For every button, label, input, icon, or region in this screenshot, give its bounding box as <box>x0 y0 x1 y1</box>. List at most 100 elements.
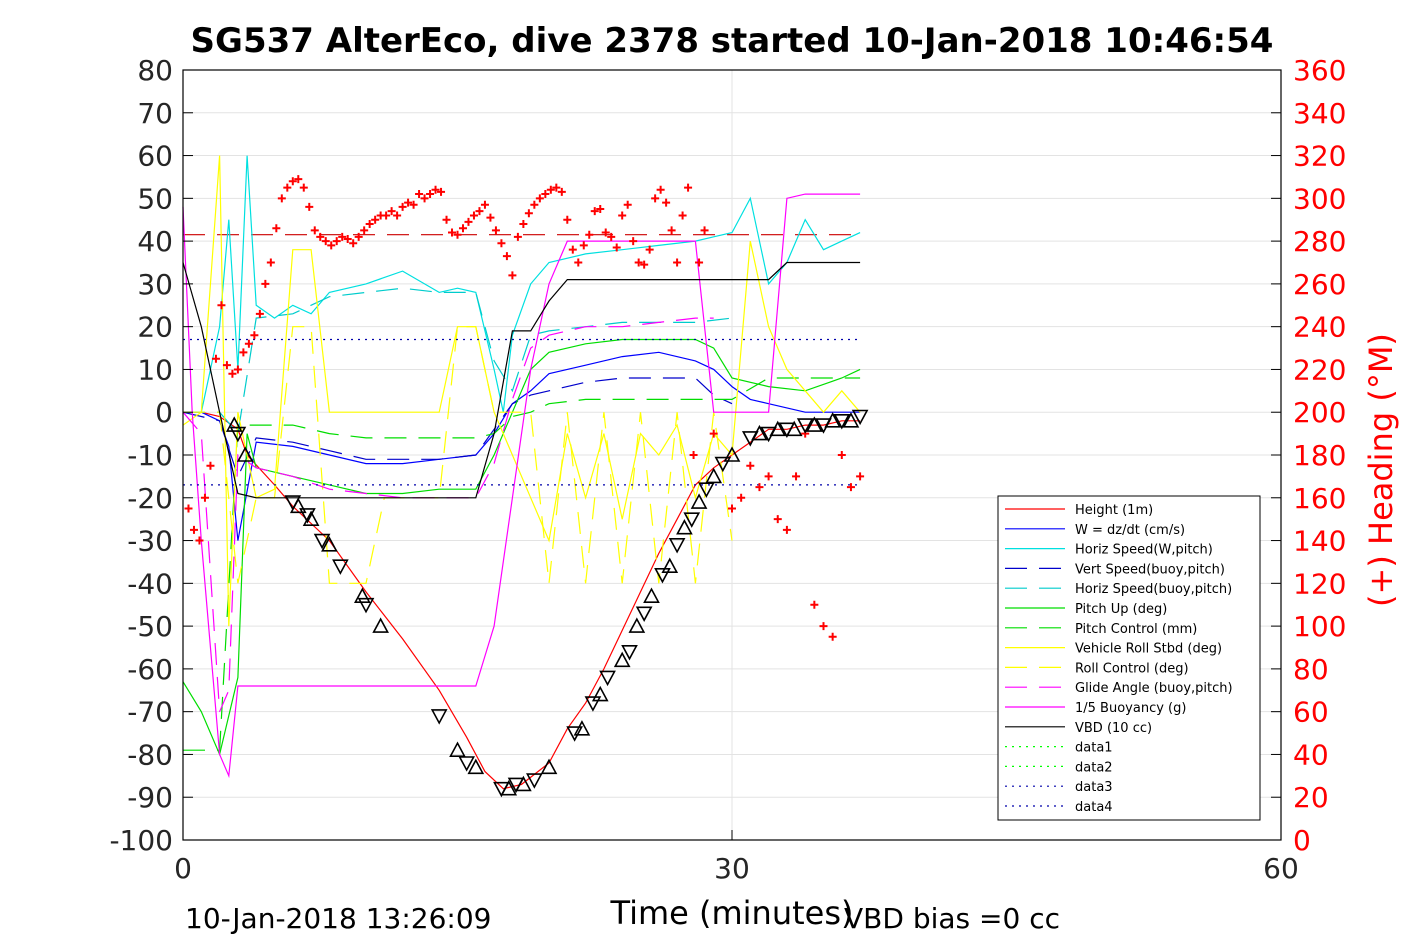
legend: Height (1m) W = dz/dt (cm/s) Horiz Speed(W… <box>997 495 1261 821</box>
heading-point <box>404 198 413 207</box>
legend-label: VBD (10 cc) <box>1075 721 1152 736</box>
heading-point <box>737 493 746 502</box>
heading-point <box>486 213 495 222</box>
legend-label: Height (1m) <box>1075 503 1153 518</box>
y-tick-label: 10 <box>137 353 173 386</box>
right-y-tick-label: 0 <box>1293 824 1311 857</box>
heading-point <box>398 202 407 211</box>
triangle-marker <box>785 420 803 437</box>
heading-point <box>568 245 577 254</box>
heading-point <box>437 187 446 196</box>
heading-point <box>283 183 292 192</box>
legend-label: data1 <box>1075 741 1113 756</box>
triangle-marker <box>302 510 320 526</box>
right-y-tick-label: 140 <box>1293 525 1346 558</box>
right-y-tick-label: 320 <box>1293 140 1346 173</box>
y-tick-label: -50 <box>127 610 173 643</box>
heading-point <box>458 224 467 233</box>
triangle-marker <box>449 741 466 757</box>
heading-point <box>709 429 718 438</box>
heading-point <box>837 451 846 459</box>
triangle-marker <box>599 670 616 687</box>
heading-point <box>420 194 429 203</box>
right-y-tick-label: 20 <box>1293 781 1329 814</box>
series-line <box>182 193 861 779</box>
heading-point <box>590 207 599 216</box>
heading-point <box>266 258 275 267</box>
triangle-marker <box>584 696 602 712</box>
triangle-marker <box>676 519 693 535</box>
y-tick-label: 80 <box>137 54 173 87</box>
heading-point <box>277 194 286 203</box>
heading-point <box>272 224 281 233</box>
heading-point <box>634 258 643 267</box>
y-tick-label: -60 <box>127 653 173 686</box>
heading-point <box>782 525 791 534</box>
heading-point <box>189 525 198 534</box>
heading-point <box>546 185 555 194</box>
triangle-marker <box>661 557 679 574</box>
right-axis-label: (+) Heading (°M) <box>1362 333 1400 607</box>
right-y-tick-label: 180 <box>1293 439 1346 472</box>
heading-point <box>343 234 352 243</box>
heading-point <box>502 252 511 261</box>
triangle-marker <box>515 775 532 792</box>
heading-point <box>360 226 369 235</box>
triangle-marker <box>229 426 247 443</box>
position-markers <box>225 409 869 798</box>
triangle-marker <box>236 446 254 462</box>
heading-point <box>662 198 671 207</box>
heading-point <box>574 258 583 267</box>
x-tick-label: 60 <box>1263 852 1299 885</box>
heading-point <box>623 200 632 209</box>
heading-point <box>552 183 561 192</box>
heading-point <box>393 211 402 220</box>
heading-point <box>513 232 522 241</box>
heading-point <box>371 215 380 224</box>
heading-point <box>524 209 533 218</box>
y-tick-label: -10 <box>127 439 173 472</box>
legend-label: Roll Control (deg) <box>1075 661 1189 676</box>
heading-point <box>596 205 605 214</box>
heading-point <box>228 369 237 378</box>
triangle-marker <box>643 587 660 603</box>
heading-point <box>469 211 478 220</box>
heading-point <box>415 190 424 199</box>
y-tick-label: 70 <box>137 97 173 130</box>
chart-title: SG537 AlterEco, dive 2378 started 10-Jan… <box>191 21 1274 61</box>
heading-point <box>728 504 736 513</box>
series-line <box>183 326 733 584</box>
triangle-marker <box>332 559 349 575</box>
heading-point <box>746 461 755 470</box>
heading-point <box>244 339 253 348</box>
legend-label: W = dz/dt (cm/s) <box>1075 523 1185 538</box>
heading-point <box>792 472 801 481</box>
heading-point <box>316 232 325 241</box>
right-y-tick-label: 240 <box>1293 311 1346 344</box>
heading-point <box>222 361 231 370</box>
footer-vbd-bias: VBD bias =0 cc <box>844 902 1060 935</box>
heading-point <box>856 472 865 481</box>
y-tick-label: 60 <box>137 140 173 173</box>
y-tick-label: -90 <box>127 781 173 814</box>
y-tick-label: -80 <box>127 738 173 771</box>
right-y-tick-label: 160 <box>1293 482 1346 515</box>
triangle-marker <box>723 446 741 462</box>
heading-point <box>206 461 215 470</box>
heading-point <box>695 258 704 267</box>
heading-point <box>667 226 676 235</box>
legend-label: Vehicle Roll Stbd (deg) <box>1075 642 1222 657</box>
heading-point <box>497 239 506 248</box>
heading-point <box>764 472 773 481</box>
right-y-tick-label: 340 <box>1293 97 1346 130</box>
heading-point <box>810 600 819 609</box>
triangle-marker <box>354 587 371 603</box>
heading-point <box>755 483 764 492</box>
triangle-marker <box>714 456 732 473</box>
heading-point <box>426 190 435 199</box>
triangle-marker <box>613 651 631 668</box>
legend-label: Glide Angle (buoy,pitch) <box>1075 681 1233 696</box>
triangle-marker <box>654 567 671 584</box>
y-tick-label: 20 <box>137 311 173 344</box>
legend-label: Pitch Up (deg) <box>1075 602 1167 617</box>
